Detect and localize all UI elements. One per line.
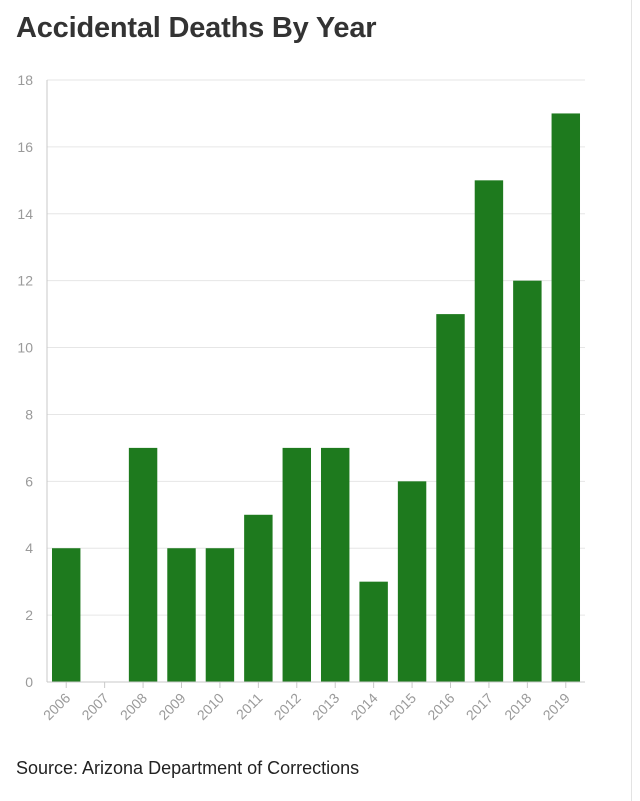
x-tick-label: 2006 — [40, 690, 73, 723]
y-tick-label: 8 — [25, 406, 33, 422]
x-tick-label: 2014 — [347, 690, 380, 723]
y-tick-label: 12 — [17, 273, 33, 289]
x-tick-label: 2019 — [540, 690, 573, 723]
x-tick-label: 2018 — [501, 690, 534, 723]
x-tick-label: 2017 — [463, 690, 496, 723]
bar — [128, 447, 158, 682]
y-tick-label: 16 — [17, 139, 33, 155]
x-tick-label: 2011 — [233, 690, 266, 723]
bar — [205, 548, 235, 682]
bar — [513, 280, 542, 682]
bar — [282, 447, 312, 682]
y-tick-label: 18 — [17, 72, 33, 88]
bar — [436, 314, 465, 682]
bar — [397, 481, 427, 682]
x-tick-label: 2007 — [78, 690, 111, 723]
bar — [359, 581, 388, 682]
x-tick-label: 2016 — [424, 690, 457, 723]
bar — [551, 113, 581, 682]
chart-title: Accidental Deaths By Year — [16, 12, 377, 44]
bar — [51, 548, 81, 682]
x-tick-label: 2012 — [271, 690, 304, 723]
y-tick-label: 10 — [17, 340, 33, 356]
y-tick-label: 2 — [25, 607, 33, 623]
x-tick-label: 2010 — [194, 690, 227, 723]
x-tick-label: 2013 — [309, 690, 342, 723]
y-tick-label: 14 — [17, 206, 33, 222]
y-tick-label: 4 — [25, 540, 33, 556]
bar — [474, 180, 504, 683]
bar — [167, 548, 196, 682]
source-note: Source: Arizona Department of Correction… — [16, 758, 360, 778]
divider — [631, 0, 632, 801]
y-tick-label: 6 — [25, 473, 33, 489]
x-tick-label: 2009 — [155, 690, 188, 723]
bar — [244, 514, 273, 682]
x-tick-label: 2015 — [386, 690, 419, 723]
x-tick-label: 2008 — [117, 690, 150, 723]
bar — [320, 447, 350, 682]
y-tick-label: 0 — [25, 674, 33, 690]
